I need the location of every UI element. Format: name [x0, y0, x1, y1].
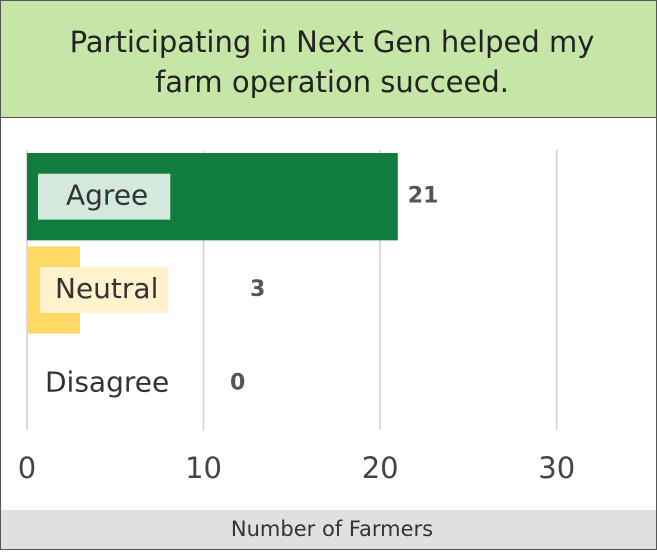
- title-box: [0, 0, 657, 118]
- x-tick-label: 30: [538, 451, 575, 485]
- category-label: Agree: [66, 179, 148, 212]
- x-tick-label: 20: [362, 451, 399, 485]
- x-tick-label: 10: [185, 451, 222, 485]
- value-label: 3: [250, 277, 265, 302]
- category-label-bg: [40, 267, 169, 313]
- category-label: Disagree: [45, 365, 169, 398]
- category-label: Neutral: [55, 272, 158, 305]
- category-label-bg: [38, 173, 171, 220]
- value-label: 0: [230, 370, 245, 395]
- category-label-bg: [30, 360, 180, 407]
- x-label-box: [1, 510, 656, 549]
- chart-title: Participating in Next Gen helped my farm …: [70, 25, 595, 99]
- value-label: 21: [408, 184, 439, 209]
- x-tick-label: 0: [18, 451, 36, 485]
- x-axis-label: Number of Farmers: [231, 517, 433, 541]
